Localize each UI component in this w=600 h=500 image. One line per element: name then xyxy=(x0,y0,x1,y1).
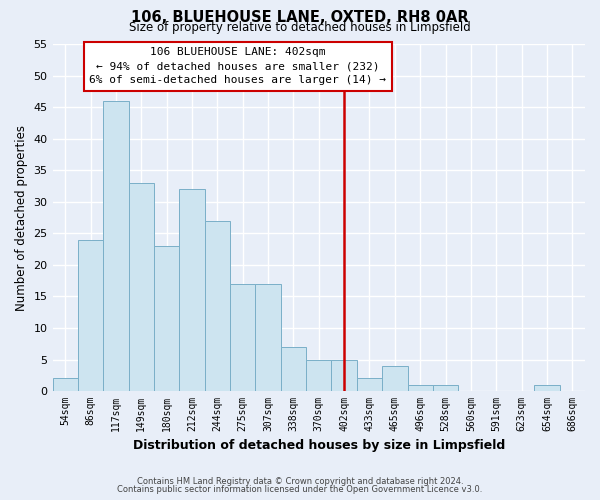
Text: Contains public sector information licensed under the Open Government Licence v3: Contains public sector information licen… xyxy=(118,485,482,494)
Bar xyxy=(53,378,78,391)
Bar xyxy=(103,101,128,391)
Bar xyxy=(281,347,306,391)
Bar xyxy=(534,384,560,391)
Bar xyxy=(230,284,256,391)
Bar xyxy=(407,384,433,391)
Bar xyxy=(306,360,331,391)
Bar xyxy=(128,183,154,391)
Bar xyxy=(433,384,458,391)
Bar xyxy=(154,246,179,391)
Bar xyxy=(256,284,281,391)
Y-axis label: Number of detached properties: Number of detached properties xyxy=(15,124,28,310)
Bar xyxy=(205,220,230,391)
Text: 106 BLUEHOUSE LANE: 402sqm
← 94% of detached houses are smaller (232)
6% of semi: 106 BLUEHOUSE LANE: 402sqm ← 94% of deta… xyxy=(89,47,386,85)
Text: Size of property relative to detached houses in Limpsfield: Size of property relative to detached ho… xyxy=(129,21,471,34)
Bar xyxy=(179,189,205,391)
Bar xyxy=(331,360,357,391)
Bar xyxy=(357,378,382,391)
Bar xyxy=(78,240,103,391)
Text: Contains HM Land Registry data © Crown copyright and database right 2024.: Contains HM Land Registry data © Crown c… xyxy=(137,477,463,486)
X-axis label: Distribution of detached houses by size in Limpsfield: Distribution of detached houses by size … xyxy=(133,440,505,452)
Text: 106, BLUEHOUSE LANE, OXTED, RH8 0AR: 106, BLUEHOUSE LANE, OXTED, RH8 0AR xyxy=(131,10,469,25)
Bar xyxy=(382,366,407,391)
